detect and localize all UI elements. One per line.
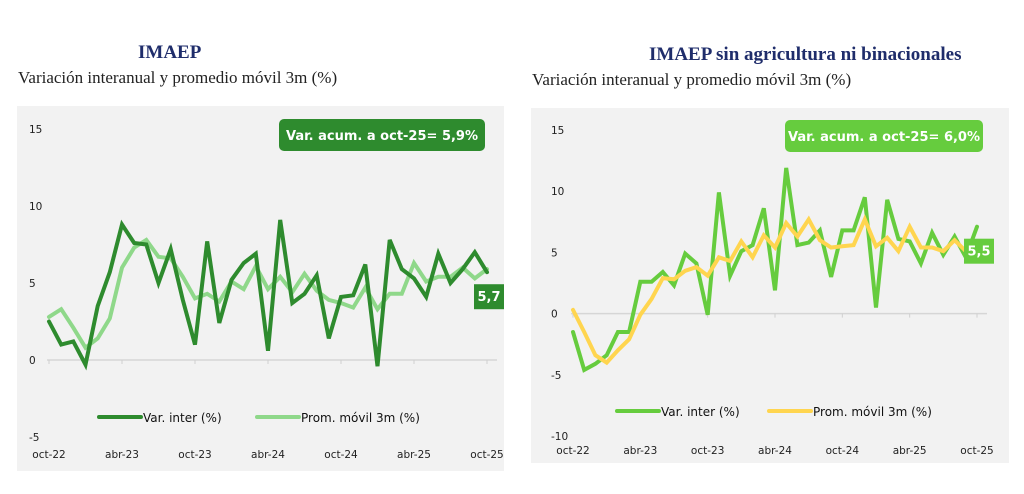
x-tick-label: abr-25 bbox=[893, 445, 927, 457]
y-tick-label: 10 bbox=[551, 186, 564, 198]
legend-label-prom-movil: Prom. móvil 3m (%) bbox=[813, 405, 932, 419]
x-tick-label: oct-24 bbox=[324, 449, 358, 461]
right-chart-panel: 15 10 5 0 -5 -10 oct-22 abr-23 oct-23 abr-24 oct-2… bbox=[531, 108, 1009, 463]
legend-label-var-inter: Var. inter (%) bbox=[143, 411, 222, 425]
x-tick-label: oct-23 bbox=[691, 445, 724, 457]
y-tick-label: -10 bbox=[551, 431, 568, 443]
y-tick-label: 10 bbox=[29, 201, 42, 213]
right-chart-title: IMAEP sin agricultura ni binacionales bbox=[649, 44, 962, 65]
x-tick-label: abr-23 bbox=[623, 445, 657, 457]
x-tick-label: abr-24 bbox=[251, 449, 285, 461]
legend-label-prom-movil: Prom. móvil 3m (%) bbox=[301, 411, 420, 425]
y-tick-label: -5 bbox=[29, 432, 39, 444]
cumulative-badge bbox=[279, 119, 485, 151]
end-value-label: 5,7 bbox=[477, 290, 500, 305]
y-tick-label: 0 bbox=[29, 355, 36, 367]
cumulative-badge-text: Var. acum. a oct-25= 5,9% bbox=[286, 129, 478, 144]
right-chart: 15 10 5 0 -5 -10 oct-22 abr-23 oct-23 abr-24 oct-2… bbox=[551, 120, 994, 457]
right-chart-subtitle: Variación interanual y promedio móvil 3m… bbox=[532, 70, 852, 89]
left-chart: 15 10 5 0 -5 oct-22 abr-23 oct-23 abr-24 oct-24 ab… bbox=[29, 119, 504, 461]
left-chart-subtitle: Variación interanual y promedio móvil 3m… bbox=[18, 68, 338, 87]
x-tick-label: oct-24 bbox=[826, 445, 860, 457]
x-tick-label: oct-25 bbox=[470, 449, 503, 461]
y-tick-label: 15 bbox=[551, 125, 564, 137]
x-tick-label: oct-22 bbox=[556, 445, 589, 457]
y-tick-label: 15 bbox=[29, 124, 42, 136]
x-tick-label: abr-24 bbox=[758, 445, 792, 457]
end-value-label-bg bbox=[964, 238, 994, 264]
x-tick-label: abr-25 bbox=[397, 449, 431, 461]
x-tick-label: abr-23 bbox=[105, 449, 139, 461]
series-line-prom-movil bbox=[571, 214, 979, 366]
y-tick-label: 5 bbox=[551, 247, 558, 259]
y-tick-label: -5 bbox=[551, 370, 561, 382]
x-tick-label: oct-25 bbox=[960, 445, 993, 457]
end-value-label-bg bbox=[474, 284, 504, 310]
y-tick-label: 5 bbox=[29, 278, 36, 290]
cumulative-badge bbox=[785, 120, 983, 152]
series-line-var-inter bbox=[571, 167, 979, 373]
y-tick-label: 0 bbox=[551, 309, 558, 321]
left-chart-panel: 15 10 5 0 -5 oct-22 abr-23 oct-23 abr-24 oct-24 ab… bbox=[17, 106, 504, 471]
x-tick-label: oct-22 bbox=[32, 449, 65, 461]
cumulative-badge-text: Var. acum. a oct-25= 6,0% bbox=[788, 130, 980, 145]
end-value-label: 5,5 bbox=[967, 245, 990, 260]
left-chart-title: IMAEP bbox=[138, 42, 202, 63]
x-tick-label: oct-23 bbox=[178, 449, 211, 461]
legend-label-var-inter: Var. inter (%) bbox=[661, 405, 740, 419]
